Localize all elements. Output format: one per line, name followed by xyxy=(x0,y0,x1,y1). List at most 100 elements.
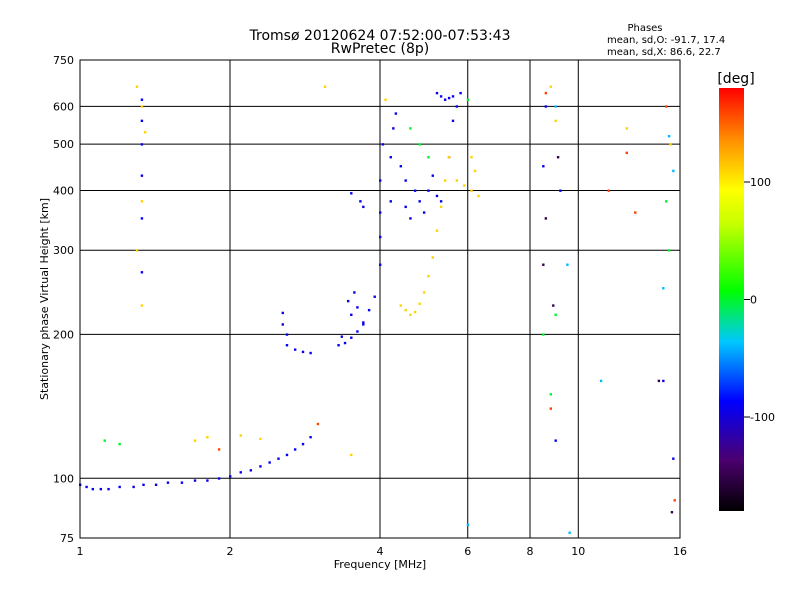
data-point xyxy=(285,453,289,457)
data-point xyxy=(140,217,144,220)
data-point xyxy=(389,200,392,203)
data-point xyxy=(667,249,671,252)
y-axis-label: Stationary phase Virtual Height [km] xyxy=(38,198,51,400)
phase-info-heading: Phases xyxy=(627,23,662,34)
data-point xyxy=(362,321,365,324)
data-point xyxy=(140,98,144,101)
data-point xyxy=(350,336,353,339)
data-point xyxy=(99,487,103,491)
data-point xyxy=(439,200,443,203)
data-point xyxy=(667,135,671,138)
data-point xyxy=(669,143,672,146)
data-point xyxy=(447,96,451,100)
data-point xyxy=(107,487,110,491)
data-point xyxy=(549,407,553,410)
data-point xyxy=(103,439,106,442)
data-point xyxy=(301,442,305,446)
tick-labels: 1 2 4 6 8 10 16 75 100 200 300 400 500 600 750 xyxy=(53,54,687,558)
data-point xyxy=(662,287,665,290)
data-point xyxy=(399,304,403,307)
data-point xyxy=(422,291,426,294)
data-point xyxy=(556,156,560,159)
data-point xyxy=(554,119,557,123)
data-point xyxy=(373,295,376,298)
data-point xyxy=(625,127,628,130)
data-point xyxy=(118,485,121,489)
data-point xyxy=(566,263,569,266)
data-point xyxy=(427,156,430,159)
data-point xyxy=(443,179,447,182)
data-point xyxy=(166,481,170,484)
x-tick-label: 8 xyxy=(527,545,534,558)
x-tick-label: 16 xyxy=(673,545,687,558)
data-point xyxy=(140,271,144,274)
data-point xyxy=(346,299,350,303)
data-point xyxy=(439,95,443,98)
data-point xyxy=(451,119,455,123)
data-point xyxy=(340,335,344,338)
data-point xyxy=(439,205,443,209)
data-point xyxy=(384,98,387,101)
data-point xyxy=(85,485,88,489)
data-point xyxy=(477,194,480,198)
x-tick-label: 1 xyxy=(77,545,84,558)
data-point xyxy=(657,379,661,383)
x-axis-label: Frequency [MHz] xyxy=(334,558,426,571)
data-point xyxy=(206,479,209,482)
data-point xyxy=(607,189,610,192)
data-point xyxy=(418,200,421,203)
data-point xyxy=(599,379,603,383)
y-tick-label: 300 xyxy=(53,244,74,257)
data-point xyxy=(362,323,365,326)
data-point xyxy=(625,151,628,155)
data-point xyxy=(670,511,674,514)
y-tick-label: 500 xyxy=(53,138,74,151)
data-point xyxy=(404,179,407,182)
data-point xyxy=(281,311,284,315)
data-point xyxy=(549,85,553,88)
data-point xyxy=(293,448,297,451)
data-point xyxy=(665,200,668,203)
data-point xyxy=(672,457,675,460)
data-point xyxy=(409,127,412,130)
data-point xyxy=(455,179,459,182)
data-point xyxy=(379,263,382,266)
data-point xyxy=(418,143,421,146)
data-point xyxy=(143,131,147,134)
data-point xyxy=(447,156,451,159)
data-point xyxy=(418,302,421,305)
data-point xyxy=(379,235,382,239)
data-point xyxy=(140,105,144,108)
x-tick-label: 2 xyxy=(227,545,234,558)
data-point xyxy=(394,112,398,115)
y-tick-label: 400 xyxy=(53,184,74,197)
data-point xyxy=(259,465,262,468)
x-tick-label: 10 xyxy=(571,545,585,558)
y-tick-label: 75 xyxy=(60,532,74,545)
data-point xyxy=(559,189,562,192)
data-point xyxy=(142,483,145,487)
data-point xyxy=(552,304,555,307)
data-point xyxy=(217,477,221,480)
data-point xyxy=(427,274,430,278)
colorbar-tick-label: -100 xyxy=(750,411,775,424)
data-point xyxy=(277,457,280,460)
data-point xyxy=(118,442,121,446)
data-points xyxy=(79,85,676,534)
data-point xyxy=(301,350,305,354)
colorbar-gradient xyxy=(719,88,744,511)
data-point xyxy=(356,330,359,333)
data-point xyxy=(316,422,320,426)
phase-info-o: mean, sd,O: -91.7, 17.4 xyxy=(607,35,725,46)
data-point xyxy=(435,91,439,95)
data-point xyxy=(135,249,139,252)
data-point xyxy=(673,499,676,502)
data-point xyxy=(140,200,144,203)
data-point xyxy=(544,217,548,220)
data-point xyxy=(381,143,385,146)
data-point xyxy=(554,313,557,317)
data-point xyxy=(404,205,407,209)
data-point xyxy=(568,531,571,534)
y-tick-label: 200 xyxy=(53,328,74,341)
data-point xyxy=(140,143,144,146)
